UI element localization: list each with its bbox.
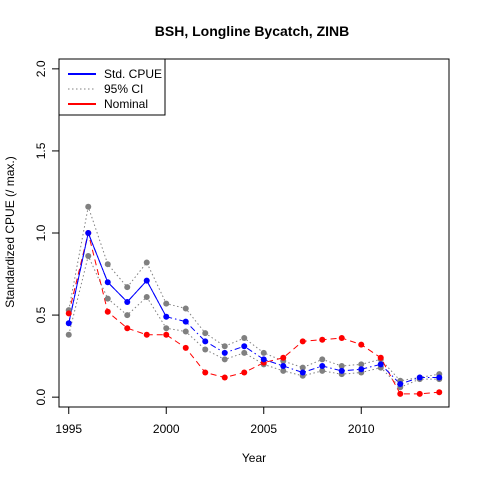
nominal-point — [436, 389, 443, 396]
ci-lower-point — [280, 367, 287, 374]
x-tick-label: 2000 — [153, 422, 180, 436]
std-cpue-point — [436, 374, 443, 381]
std-cpue-point — [338, 367, 345, 374]
x-tick-label: 1995 — [55, 422, 82, 436]
std-cpue-point — [319, 362, 326, 369]
std-cpue-point — [241, 343, 248, 350]
ci-lower-point — [202, 346, 209, 353]
std-cpue-point — [104, 279, 111, 286]
y-tick-label: 2.0 — [34, 60, 48, 77]
ci-upper-point — [241, 335, 248, 342]
nominal-line — [68, 232, 440, 395]
std-cpue-point — [377, 361, 384, 368]
std-cpue-point — [280, 362, 287, 369]
std-cpue-point — [163, 313, 170, 320]
ci-upper-point — [104, 261, 111, 268]
std-cpue-point — [143, 277, 150, 284]
ci-upper-point — [299, 364, 306, 371]
std-cpue-point — [299, 369, 306, 376]
std-cpue-point — [65, 320, 72, 327]
nominal-point — [416, 390, 423, 397]
ci-upper-point — [143, 259, 150, 266]
ci-lower-point — [124, 312, 131, 319]
ci-lower-line — [68, 254, 440, 388]
nominal-point — [397, 390, 404, 397]
ci-upper-point — [163, 300, 170, 307]
ci-lower-point — [85, 252, 92, 259]
ci-upper-point — [221, 343, 228, 350]
legend-label-nominal: Nominal — [104, 97, 148, 111]
nominal-point — [299, 338, 306, 345]
ci-upper-point — [338, 362, 345, 369]
std-cpue-point — [182, 318, 189, 325]
legend-label-std-cpue: Std. CPUE — [104, 67, 162, 81]
nominal-point — [377, 354, 384, 361]
x-tick-label: 2010 — [348, 422, 375, 436]
chart-title: BSH, Longline Bycatch, ZINB — [155, 23, 349, 39]
legend-box — [58, 58, 166, 116]
nominal-point — [280, 354, 287, 361]
std-cpue-line-solid — [68, 231, 167, 324]
x-tick-label: 2005 — [250, 422, 277, 436]
nominal-point — [124, 325, 131, 332]
ci-lower-point — [143, 294, 150, 301]
std-cpue-point — [202, 338, 209, 345]
nominal-point — [338, 335, 345, 342]
ci-lower-point — [319, 367, 326, 374]
ci-upper-point — [358, 361, 365, 368]
std-cpue-point — [397, 381, 404, 388]
nominal-point — [163, 331, 170, 338]
y-tick-label: 1.0 — [34, 224, 48, 241]
ci-upper-point — [124, 284, 131, 291]
ci-lower-point — [221, 356, 228, 363]
std-cpue-point — [85, 230, 92, 236]
std-cpue-point — [358, 366, 365, 373]
ci-lower-point — [104, 295, 111, 302]
nominal-point — [241, 369, 248, 376]
nominal-point — [319, 336, 326, 343]
plot-area — [65, 203, 443, 397]
x-axis-label: Year — [242, 451, 266, 465]
ci-upper-point — [319, 356, 326, 363]
nominal-point — [358, 341, 365, 348]
std-cpue-point — [416, 374, 423, 381]
nominal-point — [182, 344, 189, 351]
ci-lower-point — [65, 331, 72, 338]
ci-upper-point — [182, 305, 189, 312]
y-axis: 0.0 0.5 1.0 1.5 2.0 — [34, 60, 60, 405]
ci-lower-point — [182, 328, 189, 335]
legend: Std. CPUE 95% CI Nominal — [58, 58, 166, 116]
nominal-point — [104, 308, 111, 315]
ci-upper-point — [202, 330, 209, 337]
ci-upper-point — [85, 203, 92, 210]
ci-lower-point — [163, 325, 170, 332]
y-tick-label: 0.0 — [34, 388, 48, 405]
y-axis-label: Standardized CPUE (/ max.) — [3, 156, 17, 307]
ci-upper-point — [260, 349, 267, 356]
std-cpue-point — [221, 349, 228, 356]
nominal-point — [221, 374, 228, 381]
x-axis: 1995 2000 2005 2010 — [55, 406, 375, 436]
std-cpue-line — [68, 231, 440, 385]
nominal-point — [143, 331, 150, 338]
std-cpue-point — [260, 356, 267, 363]
std-cpue-point — [124, 298, 131, 305]
y-tick-label: 1.5 — [34, 142, 48, 159]
nominal-point — [65, 310, 72, 317]
y-tick-label: 0.5 — [34, 306, 48, 323]
ci-lower-point — [241, 349, 248, 356]
legend-label-ci: 95% CI — [104, 82, 143, 96]
ci-upper-line — [68, 204, 440, 382]
nominal-point — [202, 369, 209, 376]
